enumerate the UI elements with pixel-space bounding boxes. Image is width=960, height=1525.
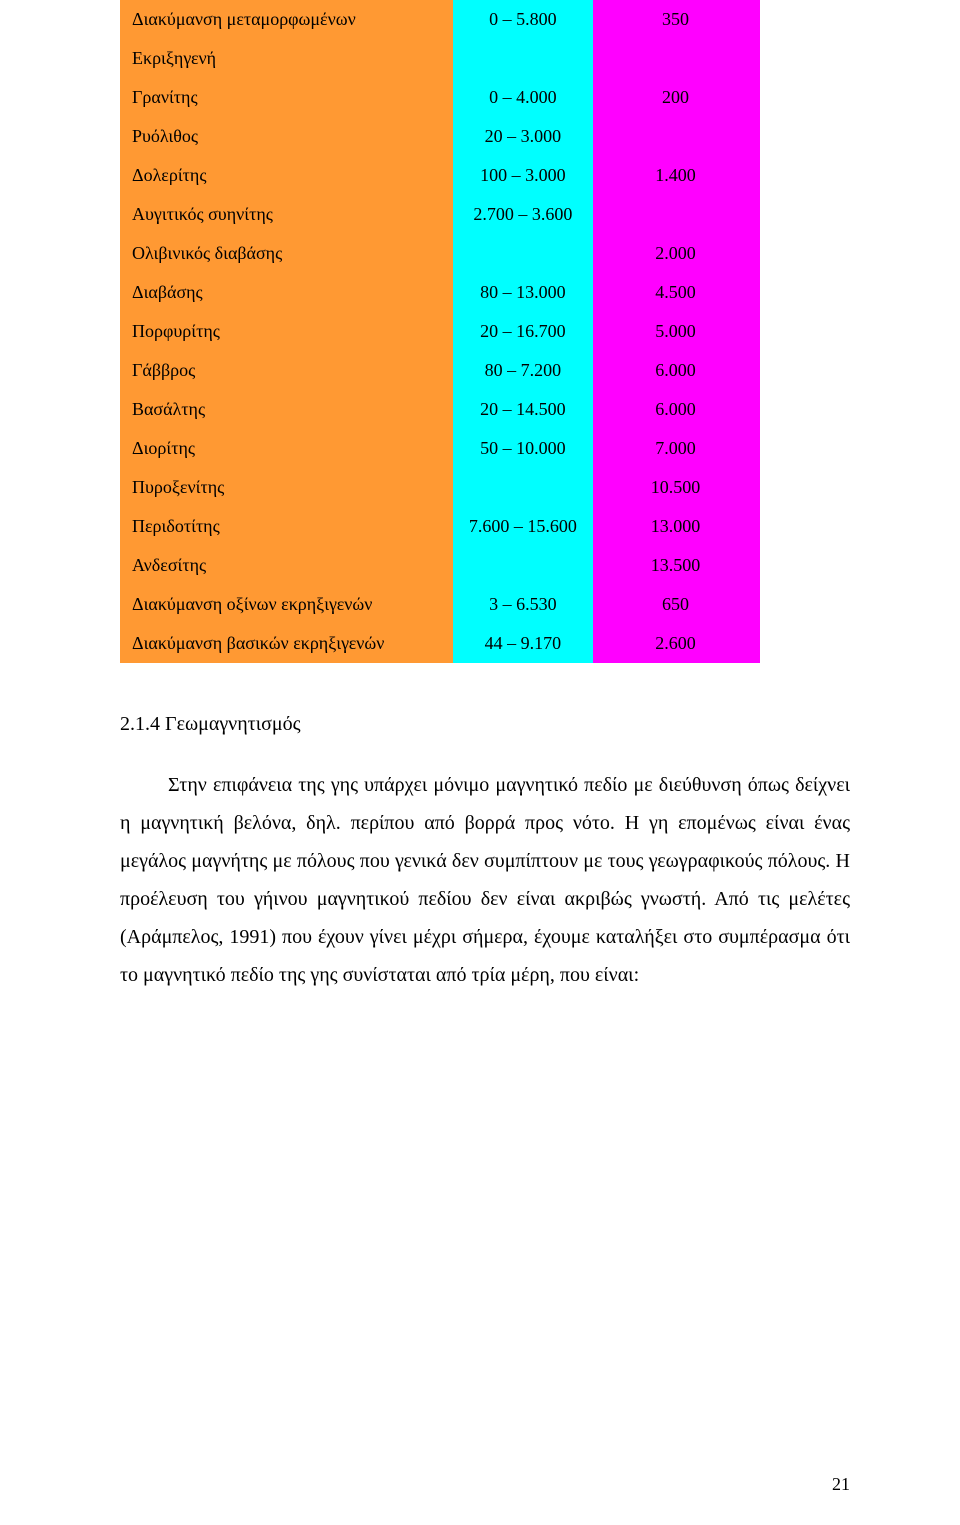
rock-name: Διαβάσης <box>121 273 453 312</box>
avg-value <box>593 39 759 78</box>
avg-value: 200 <box>593 78 759 117</box>
table-row: Διορίτης 50 – 10.000 7.000 <box>121 429 759 468</box>
page-number: 21 <box>832 1474 850 1495</box>
table-row: Διαβάσης 80 – 13.000 4.500 <box>121 273 759 312</box>
range-value <box>453 39 593 78</box>
avg-value: 13.000 <box>593 507 759 546</box>
avg-value: 6.000 <box>593 390 759 429</box>
table-row: Πυροξενίτης 10.500 <box>121 468 759 507</box>
avg-value: 350 <box>593 0 759 39</box>
rock-name: Ολιβινικός διαβάσης <box>121 234 453 273</box>
table-row: Βασάλτης 20 – 14.500 6.000 <box>121 390 759 429</box>
table-row: Ρυόλιθος 20 – 3.000 <box>121 117 759 156</box>
avg-value: 6.000 <box>593 351 759 390</box>
range-value: 80 – 13.000 <box>453 273 593 312</box>
range-value: 7.600 – 15.600 <box>453 507 593 546</box>
range-value: 20 – 14.500 <box>453 390 593 429</box>
range-value: 20 – 3.000 <box>453 117 593 156</box>
range-value: 2.700 – 3.600 <box>453 195 593 234</box>
avg-value: 13.500 <box>593 546 759 585</box>
avg-value <box>593 195 759 234</box>
range-value: 100 – 3.000 <box>453 156 593 195</box>
avg-value: 1.400 <box>593 156 759 195</box>
body-paragraph: Στην επιφάνεια της γης υπάρχει μόνιμο μα… <box>120 766 850 994</box>
avg-value: 7.000 <box>593 429 759 468</box>
table-row: Πορφυρίτης 20 – 16.700 5.000 <box>121 312 759 351</box>
rock-name: Δολερίτης <box>121 156 453 195</box>
table-row: Διακύμανση βασικών εκρηξιγενών 44 – 9.17… <box>121 624 759 663</box>
avg-value: 650 <box>593 585 759 624</box>
rock-data-table: Διακύμανση μεταμορφωμένων 0 – 5.800 350 … <box>120 0 760 663</box>
table-row: Περιδοτίτης 7.600 – 15.600 13.000 <box>121 507 759 546</box>
rock-name: Βασάλτης <box>121 390 453 429</box>
table-row: Διακύμανση οξίνων εκρηξιγενών 3 – 6.530 … <box>121 585 759 624</box>
rock-name: Γρανίτης <box>121 78 453 117</box>
table-row: Αυγιτικός συηνίτης 2.700 – 3.600 <box>121 195 759 234</box>
range-value <box>453 468 593 507</box>
rock-name: Ρυόλιθος <box>121 117 453 156</box>
range-value: 50 – 10.000 <box>453 429 593 468</box>
table-row: Γρανίτης 0 – 4.000 200 <box>121 78 759 117</box>
range-value: 20 – 16.700 <box>453 312 593 351</box>
rock-name: Διακύμανση βασικών εκρηξιγενών <box>121 624 453 663</box>
table-row: Ολιβινικός διαβάσης 2.000 <box>121 234 759 273</box>
avg-value: 2.600 <box>593 624 759 663</box>
table-row: Δολερίτης 100 – 3.000 1.400 <box>121 156 759 195</box>
range-value: 44 – 9.170 <box>453 624 593 663</box>
table-row: Ανδεσίτης 13.500 <box>121 546 759 585</box>
avg-value: 4.500 <box>593 273 759 312</box>
avg-value: 2.000 <box>593 234 759 273</box>
rock-name: Πορφυρίτης <box>121 312 453 351</box>
rock-name: Περιδοτίτης <box>121 507 453 546</box>
avg-value: 5.000 <box>593 312 759 351</box>
rock-name: Διακύμανση μεταμορφωμένων <box>121 0 453 39</box>
section-heading: 2.1.4 Γεωμαγνητισμός <box>120 713 850 736</box>
rock-name: Ανδεσίτης <box>121 546 453 585</box>
avg-value: 10.500 <box>593 468 759 507</box>
rock-name: Γάββρος <box>121 351 453 390</box>
table-row: Διακύμανση μεταμορφωμένων 0 – 5.800 350 <box>121 0 759 39</box>
range-value <box>453 546 593 585</box>
rock-name: Διακύμανση οξίνων εκρηξιγενών <box>121 585 453 624</box>
rock-name: Εκριξηγενή <box>121 39 453 78</box>
rock-name: Πυροξενίτης <box>121 468 453 507</box>
table-row: Γάββρος 80 – 7.200 6.000 <box>121 351 759 390</box>
rock-name: Αυγιτικός συηνίτης <box>121 195 453 234</box>
avg-value <box>593 117 759 156</box>
rock-name: Διορίτης <box>121 429 453 468</box>
table-row: Εκριξηγενή <box>121 39 759 78</box>
range-value: 80 – 7.200 <box>453 351 593 390</box>
range-value: 0 – 4.000 <box>453 78 593 117</box>
range-value: 3 – 6.530 <box>453 585 593 624</box>
range-value <box>453 234 593 273</box>
range-value: 0 – 5.800 <box>453 0 593 39</box>
